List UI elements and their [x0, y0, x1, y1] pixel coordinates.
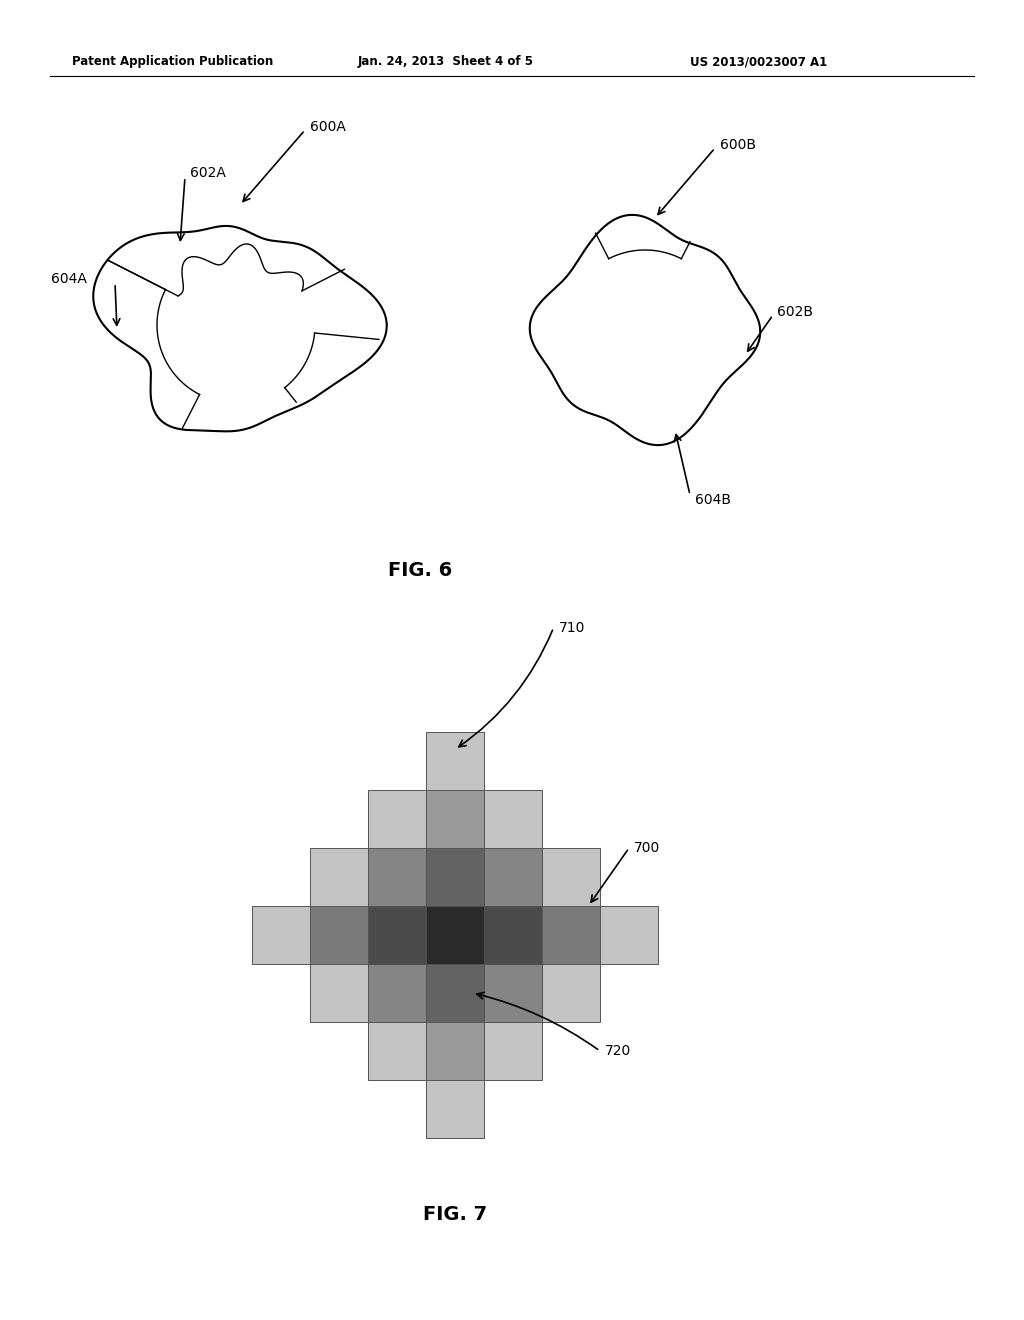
Bar: [542, 964, 600, 1022]
Bar: [484, 906, 542, 964]
Bar: [426, 906, 484, 964]
Bar: [368, 847, 426, 906]
Bar: [484, 1022, 542, 1080]
Bar: [368, 906, 426, 964]
Bar: [426, 964, 484, 1022]
Bar: [600, 906, 658, 964]
Bar: [426, 1022, 484, 1080]
Text: 700: 700: [634, 841, 660, 855]
Text: 604B: 604B: [695, 492, 731, 507]
Text: 600A: 600A: [310, 120, 346, 135]
Bar: [368, 906, 426, 964]
Bar: [484, 964, 542, 1022]
Bar: [426, 1022, 484, 1080]
Bar: [252, 906, 310, 964]
Text: 600B: 600B: [720, 139, 756, 152]
Bar: [426, 1080, 484, 1138]
Bar: [426, 847, 484, 906]
Bar: [310, 964, 368, 1022]
Bar: [368, 1022, 426, 1080]
Bar: [542, 906, 600, 964]
Text: Jan. 24, 2013  Sheet 4 of 5: Jan. 24, 2013 Sheet 4 of 5: [358, 55, 534, 69]
Text: 710: 710: [559, 620, 585, 635]
Bar: [484, 789, 542, 847]
Bar: [310, 906, 368, 964]
Text: 604A: 604A: [51, 272, 87, 286]
Bar: [426, 789, 484, 847]
Bar: [542, 906, 600, 964]
Text: FIG. 6: FIG. 6: [388, 561, 453, 579]
Text: US 2013/0023007 A1: US 2013/0023007 A1: [690, 55, 827, 69]
Bar: [310, 847, 368, 906]
Text: 602A: 602A: [190, 166, 226, 180]
Bar: [426, 906, 484, 964]
Bar: [310, 906, 368, 964]
Bar: [368, 964, 426, 1022]
Text: FIG. 7: FIG. 7: [423, 1205, 487, 1225]
Bar: [368, 789, 426, 847]
Bar: [426, 789, 484, 847]
Bar: [426, 847, 484, 906]
Text: 720: 720: [605, 1044, 631, 1059]
Bar: [484, 906, 542, 964]
Bar: [484, 847, 542, 906]
Bar: [542, 847, 600, 906]
Bar: [426, 964, 484, 1022]
Text: Patent Application Publication: Patent Application Publication: [72, 55, 273, 69]
Bar: [426, 733, 484, 789]
Text: 602B: 602B: [777, 305, 813, 319]
